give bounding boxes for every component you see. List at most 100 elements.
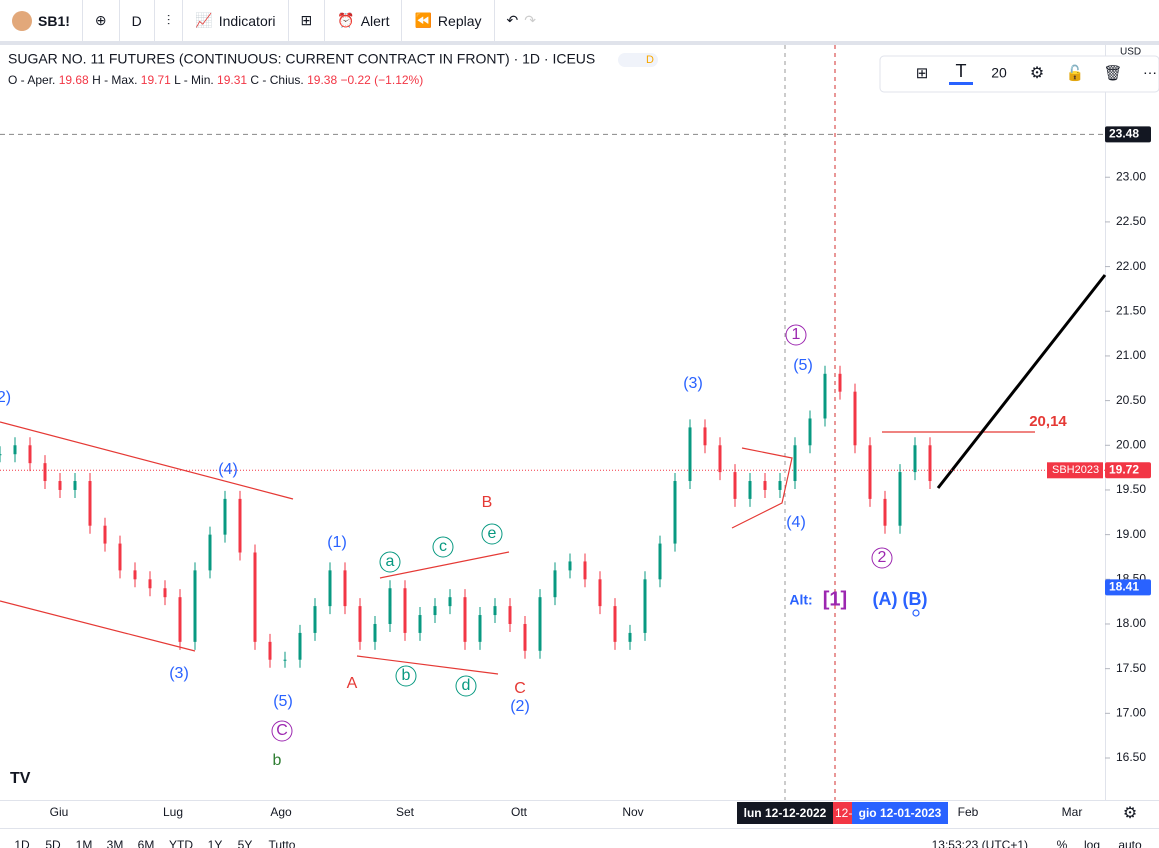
crosshair-badge-bg	[1105, 579, 1151, 596]
y-tick-label: 19.00	[1116, 527, 1146, 541]
wave-label: 2)	[0, 389, 11, 406]
x-tick-label: Ago	[270, 805, 292, 819]
candle	[403, 588, 407, 633]
interval-button[interactable]: D	[120, 0, 155, 41]
crosshair-date-bg	[852, 802, 948, 824]
y-tick-label: 22.00	[1116, 259, 1146, 273]
candle	[508, 606, 512, 624]
value: 19.38	[307, 73, 337, 87]
range-button[interactable]: 5D	[45, 838, 61, 848]
candle	[313, 606, 317, 633]
trend-line	[356, 655, 499, 675]
range-button[interactable]: YTD	[169, 838, 193, 848]
candle	[463, 597, 467, 642]
x-tick-label: Mar	[1062, 805, 1083, 819]
indicators-button[interactable]: 📈 Indicatori	[183, 0, 289, 41]
value: 19.68	[59, 73, 89, 87]
wave-circle	[481, 523, 503, 545]
undo[interactable]: ↶ ↷	[506, 12, 536, 28]
wave-label: e	[488, 525, 497, 542]
drawing-toolbar[interactable]: ⊞ T 20 ⚙ 🔓 🗑 ⋯	[879, 55, 1159, 93]
y-tick-label: 21.50	[1116, 303, 1146, 317]
symbol-badge: SBH2023	[1052, 464, 1099, 476]
candle	[853, 391, 857, 446]
replay: Replay	[437, 12, 482, 29]
bottom-bar: 1D 5D 1M 3M 6M YTD 1Y 5Y Tutto 13:53:23 (UTC+1)% l…	[14, 838, 1142, 848]
candle	[478, 615, 482, 642]
wave-circle	[432, 536, 454, 558]
wave-circle	[455, 675, 477, 697]
badge: D	[646, 54, 654, 66]
candle	[448, 597, 452, 607]
y-tick-label: 16.50	[1116, 750, 1146, 764]
replay-button[interactable]: ⏪ Replay	[402, 0, 495, 41]
x-tick-label: Nov	[622, 805, 643, 819]
layouts-button[interactable]: ⊞	[289, 0, 326, 41]
y-tick-label: 17.00	[1116, 706, 1146, 720]
wave-label: [1]	[823, 588, 847, 610]
candle	[718, 445, 722, 473]
svg-text:T: T	[956, 61, 967, 81]
wave-label: 1	[792, 326, 801, 343]
wave-label: Alt:	[789, 592, 812, 608]
candle	[0, 454, 2, 456]
candle	[328, 570, 332, 607]
change: −0.22 (−1.12%)	[340, 73, 423, 87]
candle	[103, 525, 107, 544]
label: H - Max.	[92, 73, 137, 87]
candle	[223, 498, 227, 535]
wave-circle	[379, 551, 401, 573]
last-price-badge: 19.72	[1109, 462, 1139, 476]
y-tick-label: 17.50	[1116, 661, 1146, 675]
candle	[733, 472, 737, 499]
svg-text:⊞: ⊞	[916, 65, 929, 82]
y-tick-label: 23.00	[1116, 169, 1146, 183]
log-toggle[interactable]: log	[1084, 838, 1100, 848]
wave-label: (4)	[218, 461, 238, 478]
auto-toggle[interactable]: auto	[1118, 838, 1142, 848]
label: L - Min.	[174, 73, 214, 87]
value: 19.31	[217, 73, 247, 87]
add-symbol[interactable]: ⊕	[83, 0, 120, 41]
candle	[673, 481, 677, 544]
x-tick-label: Giu	[50, 805, 69, 819]
axis-border	[0, 800, 1159, 801]
candle	[553, 570, 557, 598]
y-tick-label: 21.00	[1116, 348, 1146, 362]
wave-label: (1)	[327, 534, 347, 551]
wave-label: (A) (B)	[873, 589, 928, 609]
range-button[interactable]: 6M	[138, 838, 155, 848]
range-button[interactable]: 1Y	[208, 838, 223, 848]
range-button[interactable]: 1D	[14, 838, 30, 848]
wave-circle	[871, 547, 893, 569]
candle	[43, 463, 47, 482]
candle	[358, 606, 362, 642]
wave-label: C	[276, 722, 288, 739]
candle	[793, 445, 797, 482]
range-button[interactable]: Tutto	[269, 838, 296, 848]
candle	[373, 623, 377, 642]
trend-line	[0, 421, 294, 500]
candle	[568, 561, 572, 571]
percent-toggle[interactable]: %	[1057, 838, 1068, 848]
symbol-button[interactable]: SB1!	[0, 0, 83, 41]
x-tick-label: Feb	[958, 805, 979, 819]
font-size[interactable]: 20	[991, 65, 1007, 81]
candle	[388, 588, 392, 624]
candle	[253, 552, 257, 642]
candle	[913, 445, 917, 473]
range-button[interactable]: 1M	[76, 838, 93, 848]
candle	[658, 543, 662, 580]
anchor	[912, 609, 920, 617]
chart-type[interactable]: ⫶	[155, 0, 184, 41]
wave-label: (5)	[273, 693, 293, 710]
range-button[interactable]: 3M	[107, 838, 124, 848]
alert: Alert	[360, 12, 390, 29]
candle	[898, 472, 902, 526]
y-tick-label: 22.50	[1116, 214, 1146, 228]
alert-button[interactable]: ⏰ Alert	[325, 0, 403, 41]
candle	[703, 427, 707, 446]
ohlc: O - Aper. 19.68 H - Max. 19.71 L - Min. …	[8, 73, 423, 87]
range-button[interactable]: 5Y	[238, 838, 253, 848]
